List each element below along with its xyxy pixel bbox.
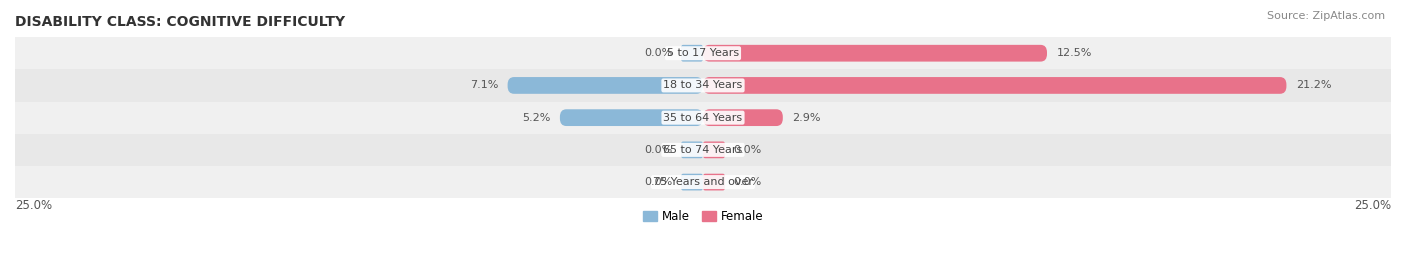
FancyBboxPatch shape xyxy=(703,174,725,190)
Text: 7.1%: 7.1% xyxy=(470,80,498,90)
Text: 5 to 17 Years: 5 to 17 Years xyxy=(666,48,740,58)
Text: 0.0%: 0.0% xyxy=(644,177,672,187)
FancyBboxPatch shape xyxy=(703,45,1047,62)
Text: 25.0%: 25.0% xyxy=(1354,199,1391,212)
Text: 18 to 34 Years: 18 to 34 Years xyxy=(664,80,742,90)
FancyBboxPatch shape xyxy=(560,109,703,126)
FancyBboxPatch shape xyxy=(681,45,703,62)
FancyBboxPatch shape xyxy=(703,77,1286,94)
Bar xyxy=(15,69,1391,101)
Text: 0.0%: 0.0% xyxy=(644,145,672,155)
Text: 25.0%: 25.0% xyxy=(15,199,52,212)
FancyBboxPatch shape xyxy=(703,109,783,126)
Text: DISABILITY CLASS: COGNITIVE DIFFICULTY: DISABILITY CLASS: COGNITIVE DIFFICULTY xyxy=(15,15,344,29)
Bar xyxy=(15,101,1391,134)
Bar xyxy=(15,37,1391,69)
FancyBboxPatch shape xyxy=(681,141,703,158)
Text: Source: ZipAtlas.com: Source: ZipAtlas.com xyxy=(1267,11,1385,21)
Bar xyxy=(15,166,1391,198)
FancyBboxPatch shape xyxy=(681,174,703,190)
FancyBboxPatch shape xyxy=(703,141,725,158)
Text: 65 to 74 Years: 65 to 74 Years xyxy=(664,145,742,155)
Text: 35 to 64 Years: 35 to 64 Years xyxy=(664,113,742,123)
Text: 12.5%: 12.5% xyxy=(1057,48,1092,58)
Text: 0.0%: 0.0% xyxy=(644,48,672,58)
Text: 0.0%: 0.0% xyxy=(734,145,762,155)
Text: 2.9%: 2.9% xyxy=(793,113,821,123)
Legend: Male, Female: Male, Female xyxy=(638,205,768,228)
FancyBboxPatch shape xyxy=(508,77,703,94)
Text: 75 Years and over: 75 Years and over xyxy=(652,177,754,187)
Text: 5.2%: 5.2% xyxy=(522,113,550,123)
Bar xyxy=(15,134,1391,166)
Text: 0.0%: 0.0% xyxy=(734,177,762,187)
Text: 21.2%: 21.2% xyxy=(1296,80,1331,90)
